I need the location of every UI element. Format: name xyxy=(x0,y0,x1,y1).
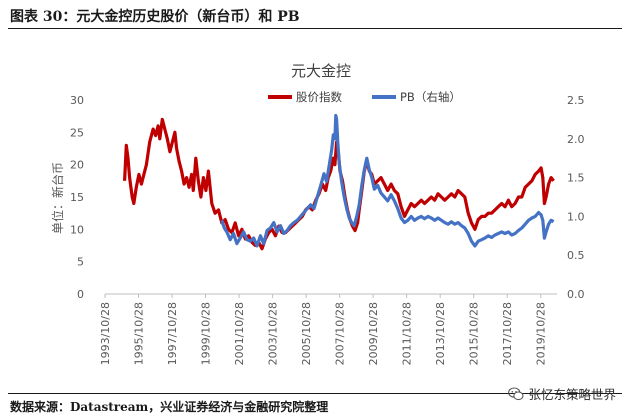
watermark-text: 张忆东策略世界 xyxy=(528,387,616,402)
x-tick-label: 2019/10/28 xyxy=(535,302,548,365)
series-line-price xyxy=(123,117,555,251)
wechat-icon xyxy=(508,386,525,400)
y-tick-label: 15 xyxy=(70,191,84,204)
x-tick-label: 2009/10/28 xyxy=(367,302,380,365)
y2-axis-ticks: 0.0 0.5 1.0 1.5 2.0 2.5 xyxy=(567,94,585,301)
chart-title: 元大金控 xyxy=(291,62,351,80)
x-tick-label: 2005/10/28 xyxy=(300,302,313,365)
x-tick-label: 2001/10/28 xyxy=(233,302,246,365)
y2-tick-label: 1.0 xyxy=(567,210,585,223)
y2-tick-label: 0.0 xyxy=(567,288,585,301)
y-tick-label: 20 xyxy=(70,159,84,172)
y-tick-label: 25 xyxy=(70,126,84,139)
y2-tick-label: 2.5 xyxy=(567,94,585,107)
series-lines xyxy=(123,113,555,251)
source-note: 数据来源：Datastream，兴业证券经济与金融研究院整理 xyxy=(10,400,329,414)
x-tick-label: 2003/10/28 xyxy=(267,302,280,365)
y2-tick-label: 0.5 xyxy=(567,249,585,262)
x-tick-label: 1995/10/28 xyxy=(133,302,146,365)
y2-tick-label: 2.0 xyxy=(567,133,585,146)
x-tick-label: 2015/10/28 xyxy=(468,302,481,365)
series-line-pb xyxy=(220,113,555,248)
price-pb-chart: 元大金控 股价指数 PB（右轴） 单位：新台币 0 5 10 15 20 25 30 0.0… xyxy=(50,62,585,365)
y-tick-label: 0 xyxy=(77,288,84,301)
y-axis-ticks: 0 5 10 15 20 25 30 xyxy=(70,94,84,301)
x-tick-label: 2017/10/28 xyxy=(501,302,514,365)
x-tick-label: 2011/10/28 xyxy=(401,302,414,365)
y2-tick-label: 1.5 xyxy=(567,172,585,185)
y-tick-label: 30 xyxy=(70,94,84,107)
x-tick-label: 2007/10/28 xyxy=(334,302,347,365)
source-rule xyxy=(8,393,622,394)
y-tick-label: 10 xyxy=(70,223,84,236)
legend: 股价指数 PB（右轴） xyxy=(268,90,461,104)
x-tick-label: 1999/10/28 xyxy=(200,302,213,365)
legend-label-pb: PB（右轴） xyxy=(400,90,461,104)
x-tick-label: 1993/10/28 xyxy=(99,302,112,365)
x-axis-ticks: 1993/10/28 1995/10/28 1997/10/28 1999/10/28… xyxy=(99,294,548,365)
y-axis-title: 单位：新台币 xyxy=(50,162,65,234)
y-tick-label: 5 xyxy=(77,256,84,269)
legend-label-price: 股价指数 xyxy=(296,90,342,104)
x-tick-label: 1997/10/28 xyxy=(166,302,179,365)
figure-title: 图表 30：元大金控历史股价（新台币）和 PB xyxy=(10,9,300,25)
x-tick-label: 2013/10/28 xyxy=(434,302,447,365)
watermark: 张忆东策略世界 xyxy=(508,384,616,403)
title-rule xyxy=(8,28,622,29)
